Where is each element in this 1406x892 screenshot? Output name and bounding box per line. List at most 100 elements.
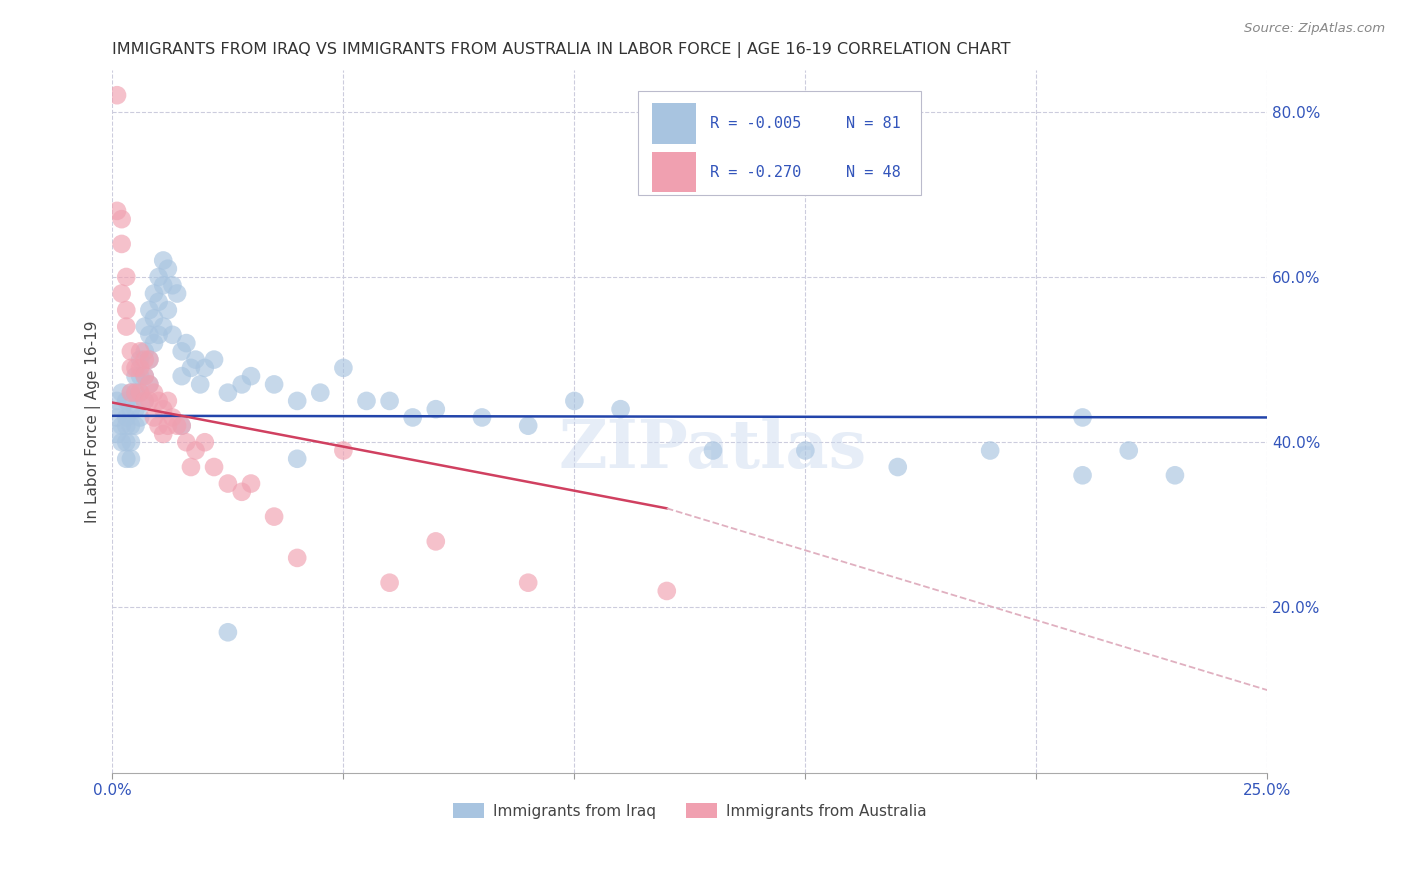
Point xyxy=(170,418,193,433)
Point xyxy=(166,418,188,433)
Point xyxy=(184,352,207,367)
Point xyxy=(156,418,179,433)
FancyBboxPatch shape xyxy=(652,103,696,145)
Point xyxy=(138,327,160,342)
Point xyxy=(170,369,193,384)
Point xyxy=(105,410,128,425)
Point xyxy=(162,278,184,293)
Point xyxy=(425,402,447,417)
Point xyxy=(180,460,202,475)
Point xyxy=(129,385,152,400)
Point xyxy=(285,550,308,565)
Point xyxy=(129,369,152,384)
Point xyxy=(1118,443,1140,458)
Point xyxy=(120,418,142,433)
Point xyxy=(152,253,174,268)
Point xyxy=(194,360,217,375)
Point xyxy=(129,385,152,400)
FancyBboxPatch shape xyxy=(652,152,696,193)
Point xyxy=(285,451,308,466)
Point xyxy=(143,385,166,400)
Point xyxy=(138,377,160,392)
Legend: Immigrants from Iraq, Immigrants from Australia: Immigrants from Iraq, Immigrants from Au… xyxy=(447,797,932,825)
Point xyxy=(162,410,184,425)
Point xyxy=(129,360,152,375)
Point xyxy=(1071,468,1094,483)
Point xyxy=(231,377,253,392)
Point xyxy=(176,336,198,351)
Point xyxy=(111,435,134,450)
Point xyxy=(111,212,134,227)
Point xyxy=(105,203,128,218)
Point xyxy=(124,418,146,433)
Point xyxy=(356,393,378,408)
Point xyxy=(471,410,494,425)
Point xyxy=(138,303,160,318)
Point xyxy=(794,443,817,458)
Point xyxy=(111,385,134,400)
Point xyxy=(124,385,146,400)
Point xyxy=(156,393,179,408)
Text: IMMIGRANTS FROM IRAQ VS IMMIGRANTS FROM AUSTRALIA IN LABOR FORCE | AGE 16-19 COR: IMMIGRANTS FROM IRAQ VS IMMIGRANTS FROM … xyxy=(112,42,1011,58)
Point xyxy=(124,369,146,384)
Point xyxy=(194,435,217,450)
Text: Source: ZipAtlas.com: Source: ZipAtlas.com xyxy=(1244,22,1385,36)
Point xyxy=(564,393,586,408)
Point xyxy=(105,427,128,442)
Point xyxy=(170,344,193,359)
Point xyxy=(138,393,160,408)
Point xyxy=(156,303,179,318)
Point xyxy=(134,369,156,384)
Point xyxy=(425,534,447,549)
Point xyxy=(152,402,174,417)
Point xyxy=(134,369,156,384)
Point xyxy=(378,393,401,408)
Point xyxy=(120,385,142,400)
Point xyxy=(170,418,193,433)
Point xyxy=(120,402,142,417)
Point xyxy=(120,385,142,400)
Point xyxy=(176,435,198,450)
Point xyxy=(202,460,225,475)
Point xyxy=(129,410,152,425)
Point xyxy=(115,418,138,433)
Point xyxy=(124,402,146,417)
Point xyxy=(120,344,142,359)
Point xyxy=(129,352,152,367)
Point xyxy=(129,344,152,359)
Point xyxy=(702,443,724,458)
Point xyxy=(124,360,146,375)
Point xyxy=(111,418,134,433)
Point xyxy=(655,584,678,599)
Point xyxy=(134,393,156,408)
Point xyxy=(148,327,170,342)
Point xyxy=(180,360,202,375)
Point xyxy=(124,385,146,400)
Point xyxy=(105,393,128,408)
Point xyxy=(979,443,1001,458)
Point xyxy=(202,352,225,367)
Point xyxy=(111,236,134,251)
Point xyxy=(517,575,540,590)
Point xyxy=(115,319,138,334)
Point xyxy=(332,360,354,375)
Point xyxy=(240,476,263,491)
Point xyxy=(152,319,174,334)
Point xyxy=(105,88,128,103)
Point xyxy=(217,476,239,491)
Point xyxy=(143,336,166,351)
Point xyxy=(115,451,138,466)
Point xyxy=(217,385,239,400)
Point xyxy=(111,402,134,417)
Point xyxy=(134,344,156,359)
Point xyxy=(378,575,401,590)
Point xyxy=(143,311,166,326)
Point xyxy=(148,418,170,433)
Text: R = -0.005: R = -0.005 xyxy=(710,116,801,131)
Point xyxy=(120,435,142,450)
Text: ZIPatlas: ZIPatlas xyxy=(558,417,868,483)
Text: N = 48: N = 48 xyxy=(846,164,900,179)
Point xyxy=(148,294,170,309)
Point xyxy=(115,303,138,318)
Text: N = 81: N = 81 xyxy=(846,116,900,131)
